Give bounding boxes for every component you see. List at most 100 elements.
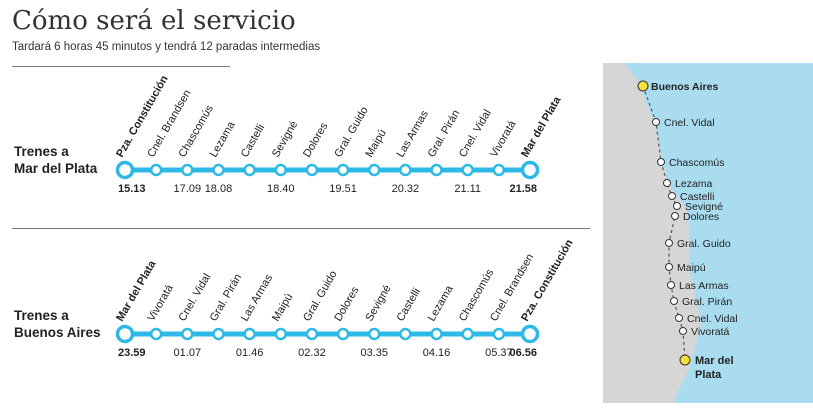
map-stop-marker: [668, 192, 676, 200]
station-marker: [305, 163, 319, 177]
station-marker: [243, 327, 256, 341]
map-stop-marker: [663, 179, 671, 187]
departure-time: 05.37: [485, 347, 513, 359]
title-divider: [12, 66, 230, 67]
map-stop-label: Castelli: [680, 191, 714, 203]
departure-time: 20.32: [392, 183, 420, 195]
map-stop-label: Dolores: [683, 211, 719, 223]
departure-time: 15.13: [118, 183, 146, 195]
map-stop-marker: [679, 327, 687, 335]
map-stop-marker: [665, 263, 673, 271]
station-marker: [430, 327, 443, 341]
map-stop-label: Sevigné: [685, 201, 723, 213]
station-marker: [149, 163, 163, 177]
map-stop-label: Mar del: [695, 355, 734, 367]
station-marker: [181, 163, 194, 177]
station-label: Sevigné: [363, 283, 393, 323]
map-stop-marker: [667, 281, 675, 289]
departure-time: 19.51: [329, 183, 357, 195]
map-stop-label: Buenos Aires: [651, 81, 718, 93]
map-stop-marker: [652, 118, 660, 126]
map-stop-marker: [657, 158, 665, 166]
departure-time: 17.09: [174, 183, 202, 195]
station-marker: [367, 163, 381, 177]
map-stop-label: Gral. Guido: [677, 238, 731, 250]
map-stop-label: Las Armas: [679, 280, 729, 292]
station-label: Dolores: [301, 120, 331, 159]
map-stop-label: Chascomús: [669, 157, 724, 169]
departure-time: 03.35: [360, 347, 388, 359]
station-label: Castelli: [395, 286, 423, 323]
map-stop-label: Gral. Pirán: [682, 296, 732, 308]
station-marker: [181, 327, 194, 341]
station-marker: [492, 327, 506, 341]
terminal-station-marker: [115, 160, 135, 180]
station-label: Maipú: [363, 128, 388, 160]
station-marker: [212, 163, 225, 177]
terminal-station-marker: [520, 324, 540, 344]
section-divider: [12, 228, 590, 229]
station-marker: [461, 327, 474, 341]
station-marker: [399, 327, 412, 341]
station-marker: [243, 163, 256, 177]
map-stop-label: Cnel. Vidal: [687, 313, 738, 325]
map-stop-label: Plata: [695, 369, 722, 381]
route-map: Buenos Aires Cnel. Vidal Chascomús LezamaCa…: [603, 63, 813, 403]
departure-time: 23.59: [118, 347, 146, 359]
station-marker: [492, 163, 506, 177]
station-marker: [461, 163, 474, 177]
departure-time: 02.32: [298, 347, 326, 359]
departure-time: 01.07: [174, 347, 202, 359]
station-marker: [274, 327, 288, 341]
station-label: Dolores: [332, 284, 362, 323]
map-stop-label: Maipú: [677, 262, 706, 274]
map-stop-marker: [665, 239, 673, 247]
departure-time: 18.40: [267, 183, 295, 195]
station-label: Maipú: [270, 292, 295, 324]
page-title: Cómo será el servicio: [12, 6, 296, 36]
departure-time: 01.46: [236, 347, 264, 359]
station-label: Mar del Plata: [519, 94, 564, 160]
page-subtitle: Tardará 6 horas 45 minutos y tendrá 12 p…: [12, 41, 321, 53]
station-label: Castelli: [239, 122, 267, 159]
departure-time: 04.16: [423, 347, 451, 359]
station-label: Vivoratá: [145, 282, 176, 324]
station-marker: [367, 327, 381, 341]
departure-time: 21.58: [509, 183, 537, 195]
route-label-mar-del-plata: Trenes a Mar del Plata: [14, 143, 97, 177]
map-stop-marker: [670, 297, 678, 305]
route-label-buenos-aires: Trenes a Buenos Aires: [14, 307, 101, 341]
station-marker: [430, 163, 443, 177]
terminal-station-marker: [520, 160, 540, 180]
station-marker: [336, 327, 350, 341]
departure-time: 06.56: [509, 347, 537, 359]
map-stop-label: Vivoratá: [691, 326, 729, 338]
route-label-line2: Buenos Aires: [14, 325, 101, 340]
terminal-station-marker: [115, 324, 135, 344]
station-marker: [274, 163, 288, 177]
station-label: Lezama: [208, 119, 238, 160]
map-city-marker: [637, 80, 649, 92]
map-stop-label: Cnel. Vidal: [664, 117, 715, 129]
station-marker: [336, 163, 350, 177]
map-city-marker: [679, 354, 691, 366]
departure-time: 21.11: [454, 183, 481, 195]
station-marker: [399, 163, 412, 177]
station-marker: [212, 327, 225, 341]
departure-time: 18.08: [205, 183, 233, 195]
route-label-line1: Trenes a: [14, 144, 69, 159]
station-label: Lezama: [426, 283, 456, 324]
map-stop-marker: [673, 202, 681, 210]
station-marker: [305, 327, 319, 341]
station-marker: [149, 327, 163, 341]
station-label: Vivoratá: [488, 118, 519, 160]
route-label-line1: Trenes a: [14, 308, 69, 323]
map-stop-marker: [671, 212, 679, 220]
route-label-line2: Mar del Plata: [14, 161, 98, 176]
station-label: Pza. Constitución: [519, 237, 576, 323]
map-stop-marker: [675, 314, 683, 322]
station-label: Sevigné: [270, 119, 300, 159]
